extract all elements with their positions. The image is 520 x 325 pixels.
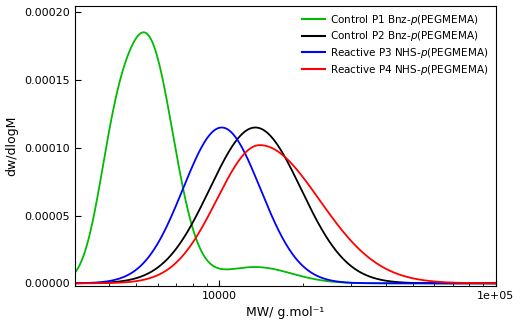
X-axis label: MW/ g.mol⁻¹: MW/ g.mol⁻¹ [246,306,324,319]
Legend: Control P1 Bnz-$\it{p}$(PEGMEMA), Control P2 Bnz-$\it{p}$(PEGMEMA), Reactive P3 : Control P1 Bnz-$\it{p}$(PEGMEMA), Contro… [300,11,490,79]
Y-axis label: dw/dlogM: dw/dlogM [6,116,19,176]
